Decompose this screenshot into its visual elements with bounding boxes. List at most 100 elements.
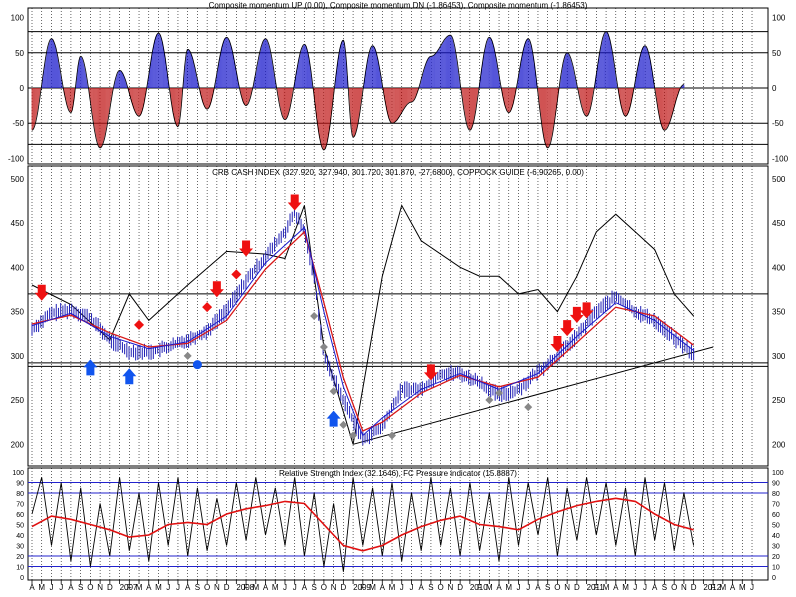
sell-arrow-icon bbox=[423, 364, 438, 381]
momentum-title: Composite momentum UP (0.00), Composite … bbox=[209, 1, 588, 10]
x-tick-label: M bbox=[603, 583, 610, 592]
x-tick-label: 2007 bbox=[120, 583, 138, 592]
x-tick-label: J bbox=[400, 583, 404, 592]
price-y-tick-right: 350 bbox=[772, 308, 786, 317]
gray-diamond-icon bbox=[524, 403, 533, 412]
x-tick-label: D bbox=[457, 583, 463, 592]
price-panel-frame bbox=[27, 165, 769, 467]
rsi-y-tick-right: 10 bbox=[772, 565, 780, 572]
sell-arrow-icon bbox=[287, 194, 302, 211]
rsi-panel: Relative Strength Index (32.1646), FC Pr… bbox=[12, 467, 784, 582]
rsi-y-tick-left: 40 bbox=[16, 533, 24, 540]
x-tick-label: J bbox=[166, 583, 170, 592]
momentum-outline bbox=[31, 31, 684, 151]
price-y-tick-left: 500 bbox=[11, 175, 25, 184]
x-tick-label: 2008 bbox=[236, 583, 254, 592]
x-tick-label: J bbox=[526, 583, 530, 592]
rsi-y-tick-right: 80 bbox=[772, 491, 780, 498]
x-tick-label: N bbox=[447, 583, 453, 592]
x-tick-label: D bbox=[340, 583, 346, 592]
x-tick-label: J bbox=[59, 583, 63, 592]
fast-ma-line bbox=[31, 226, 694, 437]
fc-pressure-line bbox=[31, 477, 695, 572]
rsi-y-tick-left: 20 bbox=[16, 554, 24, 561]
x-tick-label: O bbox=[321, 583, 327, 592]
x-tick-label: N bbox=[97, 583, 103, 592]
momentum-y-tick-left: 100 bbox=[11, 14, 25, 23]
price-y-tick-left: 200 bbox=[11, 440, 25, 449]
momentum-panel-frame bbox=[27, 7, 769, 165]
buy-arrow-icon bbox=[326, 410, 341, 427]
buy-arrow-icon bbox=[122, 368, 137, 385]
x-tick-label: F bbox=[477, 583, 482, 592]
x-tick-label: D bbox=[107, 583, 113, 592]
x-tick-label: M bbox=[369, 583, 376, 592]
gray-diamond-icon bbox=[495, 388, 504, 397]
x-tick-label: F bbox=[594, 583, 599, 592]
x-tick-label: J bbox=[409, 583, 413, 592]
rsi-y-tick-right: 60 bbox=[772, 512, 780, 519]
gray-diamond-icon bbox=[388, 431, 397, 440]
price-y-tick-right: 450 bbox=[772, 219, 786, 228]
red-diamond-icon bbox=[202, 302, 213, 313]
rsi-y-tick-left: 0 bbox=[20, 575, 24, 582]
rsi-y-tick-left: 30 bbox=[16, 544, 24, 551]
price-y-tick-right: 250 bbox=[772, 396, 786, 405]
x-tick-label: J bbox=[176, 583, 180, 592]
rsi-title: Relative Strength Index (32.1646), FC Pr… bbox=[279, 469, 517, 478]
x-tick-label: F bbox=[360, 583, 365, 592]
x-tick-label: A bbox=[730, 583, 736, 592]
x-tick-label: N bbox=[564, 583, 570, 592]
x-tick-label: F bbox=[127, 583, 132, 592]
x-tick-label: A bbox=[68, 583, 74, 592]
x-tick-label: N bbox=[331, 583, 337, 592]
x-tick-label: M bbox=[389, 583, 396, 592]
price-y-tick-left: 400 bbox=[11, 263, 25, 272]
sell-arrow-icon bbox=[34, 284, 49, 301]
x-tick-label: D bbox=[691, 583, 697, 592]
rsi-y-tick-right: 100 bbox=[772, 470, 784, 477]
gray-diamond-icon bbox=[310, 312, 319, 320]
momentum-y-tick-right: 100 bbox=[772, 14, 786, 23]
rsi-line bbox=[31, 497, 694, 552]
buy-dot-icon bbox=[192, 360, 202, 370]
momentum-y-tick-left: 0 bbox=[20, 84, 25, 93]
rsi-y-tick-left: 50 bbox=[16, 523, 24, 530]
x-tick-label: A bbox=[185, 583, 191, 592]
x-tick-label: M bbox=[272, 583, 279, 592]
rsi-y-tick-left: 90 bbox=[16, 481, 24, 488]
price-y-tick-right: 500 bbox=[772, 175, 786, 184]
x-tick-label: S bbox=[662, 583, 667, 592]
sell-arrow-icon bbox=[239, 240, 254, 257]
price-y-tick-right: 300 bbox=[772, 352, 786, 361]
rsi-y-tick-left: 100 bbox=[12, 470, 24, 477]
momentum-y-tick-right: 0 bbox=[772, 84, 777, 93]
sell-arrow-icon bbox=[560, 320, 575, 337]
red-diamond-icon bbox=[231, 269, 242, 280]
gray-diamond-icon bbox=[319, 342, 328, 351]
price-title: CRB CASH INDEX (327.920, 327.940, 301.72… bbox=[212, 168, 584, 177]
momentum-y-tick-left: 50 bbox=[15, 49, 24, 58]
rsi-y-tick-right: 0 bbox=[772, 575, 776, 582]
price-y-tick-left: 300 bbox=[11, 352, 25, 361]
rsi-y-tick-right: 20 bbox=[772, 554, 780, 561]
x-tick-label: N bbox=[681, 583, 687, 592]
x-tick-label: S bbox=[545, 583, 550, 592]
x-tick-label: F bbox=[244, 583, 249, 592]
momentum-y-tick-left: -100 bbox=[8, 154, 25, 163]
gray-diamond-icon bbox=[339, 420, 348, 429]
x-tick-label: M bbox=[38, 583, 45, 592]
x-tick-label: A bbox=[29, 583, 35, 592]
rsi-y-tick-left: 70 bbox=[16, 502, 24, 509]
x-tick-label: A bbox=[496, 583, 502, 592]
x-tick-label: A bbox=[380, 583, 386, 592]
x-tick-label: S bbox=[78, 583, 83, 592]
x-tick-label: 2009 bbox=[353, 583, 371, 592]
x-tick-label: S bbox=[195, 583, 200, 592]
x-tick-label: O bbox=[204, 583, 210, 592]
x-tick-label: J bbox=[643, 583, 647, 592]
x-tick-label: J bbox=[633, 583, 637, 592]
x-tick-label: J bbox=[750, 583, 754, 592]
